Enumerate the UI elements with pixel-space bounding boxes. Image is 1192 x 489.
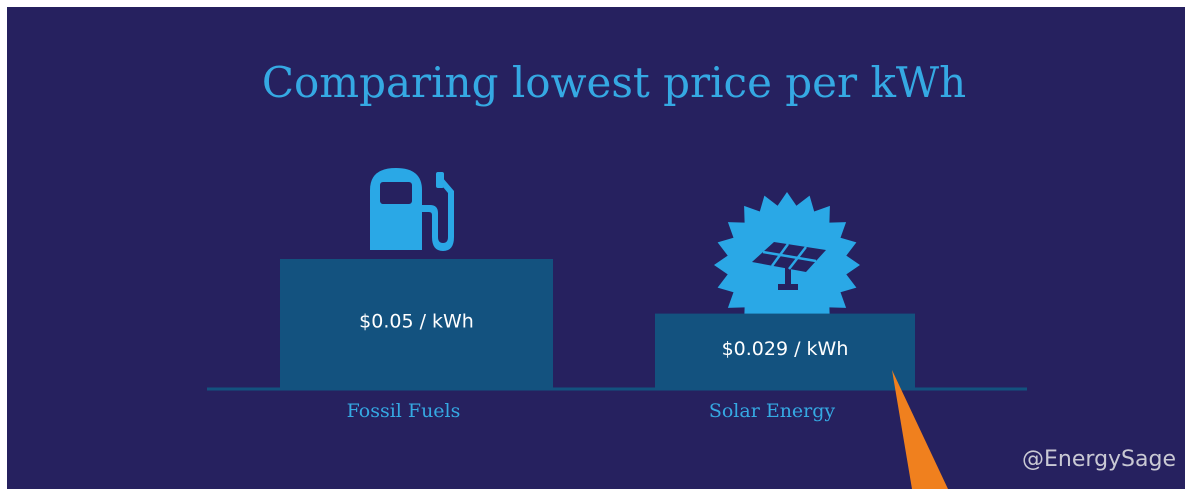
data-label: $0.05 / kWh	[359, 311, 474, 333]
watermark: @EnergySage	[1022, 447, 1176, 472]
category-label: Fossil Fuels	[347, 400, 461, 422]
data-label: $0.029 / kWh	[722, 338, 849, 360]
pointer-arrow	[892, 370, 948, 489]
bar	[280, 259, 553, 389]
category-label: Solar Energy	[709, 400, 836, 422]
solar-icon	[714, 192, 860, 338]
background	[7, 7, 1185, 489]
fuel-pump-icon	[370, 168, 454, 251]
chart-title: Comparing lowest price per kWh	[262, 58, 966, 107]
bar	[655, 313, 915, 389]
